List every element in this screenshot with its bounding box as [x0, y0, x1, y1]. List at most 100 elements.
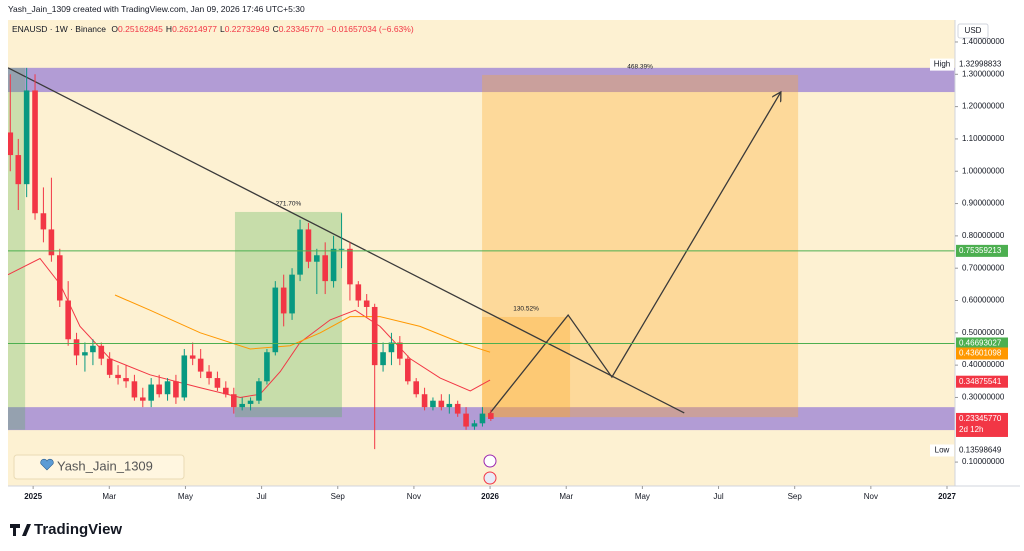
candle-body — [181, 355, 188, 398]
zone — [8, 67, 955, 93]
price-label: 0.34875541 — [959, 377, 1002, 386]
price-tag: High — [934, 60, 950, 69]
candle-body — [15, 155, 22, 185]
event-icon[interactable] — [483, 454, 497, 468]
watermark: Yash_Jain_1309 — [57, 458, 153, 473]
candle-body — [8, 132, 14, 156]
y-tick-label: 0.40000000 — [962, 360, 1005, 369]
price-label: 0.43601098 — [959, 349, 1002, 358]
x-tick-label: 2025 — [24, 492, 42, 501]
ohlc-value: 0.26214977 — [172, 24, 217, 34]
candle-body — [197, 358, 204, 372]
x-tick-label: May — [635, 492, 650, 501]
candle-body — [239, 403, 245, 408]
brand-logo — [10, 524, 31, 536]
candle-body — [32, 90, 38, 214]
candle-body — [289, 274, 295, 314]
symbol: ENAUSD · 1W · Binance — [12, 24, 106, 34]
candle-body — [488, 413, 494, 419]
candle-body — [322, 255, 328, 282]
candle-body — [388, 342, 395, 353]
candle-body — [347, 248, 353, 285]
candle-body — [48, 229, 55, 256]
price-label-box — [956, 58, 1008, 71]
range-box — [234, 211, 342, 418]
y-tick-label: 0.80000000 — [962, 231, 1005, 240]
y-tick-label: 1.20000000 — [962, 102, 1005, 111]
ohlc-key: H — [165, 24, 173, 34]
candle-body — [421, 394, 428, 408]
x-tick-label: Mar — [102, 492, 116, 501]
candle-body — [214, 378, 221, 388]
range-label: 468.39% — [627, 64, 653, 71]
range-box — [482, 74, 799, 418]
candle-body — [206, 371, 212, 379]
candle-body — [90, 345, 96, 353]
x-tick-label: Jul — [256, 492, 266, 501]
candle-body — [156, 384, 162, 395]
currency-box — [957, 23, 989, 39]
line — [489, 93, 780, 414]
candle-body — [454, 403, 461, 414]
change: −0.01657034 (−6.63%) — [326, 24, 414, 34]
y-tick-label: 0.70000000 — [962, 263, 1005, 272]
y-tick-label: 0.10000000 — [962, 457, 1005, 466]
ohlc-key: C — [272, 24, 279, 34]
ohlc-value: 0.22732949 — [224, 24, 270, 34]
y-tick-label: 0.60000000 — [962, 296, 1005, 305]
candle-body — [397, 342, 403, 359]
candle-body — [23, 90, 30, 185]
x-tick-label: 2026 — [481, 492, 499, 501]
ohlc-key: L — [219, 24, 225, 34]
ohlc-value: 0.25162845 — [118, 24, 163, 34]
price-label: 0.46693027 — [959, 339, 1002, 348]
line — [8, 257, 491, 398]
candle-body — [479, 413, 486, 424]
line — [114, 294, 491, 353]
y-tick-label: 1.00000000 — [962, 166, 1005, 175]
candle-body — [98, 345, 105, 359]
candle-body — [297, 229, 303, 275]
range-label: 271.70% — [276, 201, 302, 208]
x-tick-label: Mar — [559, 492, 573, 501]
candle-body — [223, 387, 229, 395]
candle-body — [314, 255, 320, 262]
price-label-box — [956, 444, 1008, 457]
candle-body — [65, 300, 71, 340]
candle-body — [173, 381, 179, 398]
candle-body — [123, 378, 129, 382]
candle-body — [148, 384, 154, 401]
candle-body — [305, 229, 312, 262]
candle-body — [164, 381, 171, 395]
candle-body — [139, 397, 146, 401]
legend-row: ENAUSD · 1W · Binance O0.25162845 H0.2621… — [12, 24, 414, 34]
x-tick-label: Sep — [331, 492, 346, 501]
candle-body — [463, 413, 469, 427]
y-tick-label: 0.30000000 — [962, 393, 1005, 402]
candle-body — [82, 352, 88, 356]
price-label: 1.32998833 — [959, 60, 1002, 69]
y-tick-label: 0.90000000 — [962, 199, 1005, 208]
candle-body — [189, 355, 196, 359]
candle-body — [405, 358, 411, 382]
event-icon[interactable] — [483, 471, 497, 485]
tag-box — [930, 444, 954, 457]
tag-box — [930, 58, 954, 71]
y-tick-label: 1.10000000 — [962, 134, 1005, 143]
candle-body — [338, 248, 345, 250]
y-tick-label: 1.40000000 — [962, 37, 1005, 46]
x-tick-label: Jul — [713, 492, 723, 501]
x-tick-label: Sep — [788, 492, 803, 501]
heart-icon — [40, 458, 54, 471]
candle-body — [380, 352, 386, 366]
candle-body — [280, 287, 287, 314]
price-label-box — [956, 412, 1008, 437]
candle-body — [106, 358, 113, 375]
price-label: 0.75359213 — [959, 246, 1002, 255]
x-tick-label: Nov — [864, 492, 878, 501]
candle-body — [413, 381, 419, 395]
candle-body — [231, 394, 237, 408]
y-tick-label: 1.30000000 — [962, 69, 1005, 78]
x-tick-label: May — [178, 492, 193, 501]
credit: Yash_Jain_1309 created with TradingView.… — [8, 4, 305, 14]
